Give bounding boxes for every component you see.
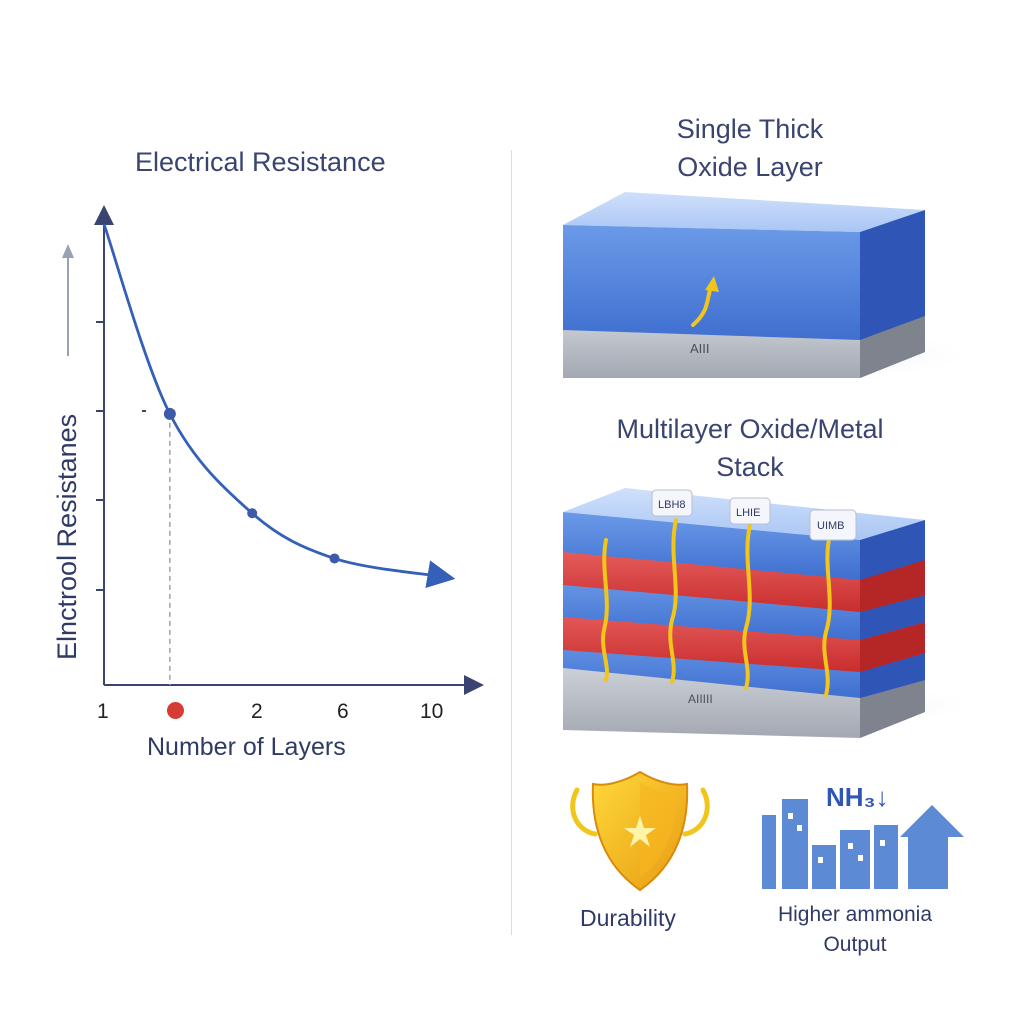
- x-axis-label: Number of Layers: [147, 733, 346, 761]
- section-divider: [511, 150, 512, 935]
- ammonia-output-label: Higher ammonia Output: [777, 903, 933, 956]
- resistance-curve: [102, 223, 456, 589]
- data-point: [247, 508, 258, 519]
- chart-title: Electrical Resistance: [135, 147, 386, 177]
- y-axis-label: Elnctrool Resistanes: [52, 414, 82, 660]
- durability-shield-icon: [570, 770, 710, 892]
- stack-base-label: AIIIII: [688, 692, 713, 706]
- y-ticks: [96, 321, 104, 591]
- nh3-label: NH₃↓: [826, 782, 889, 812]
- svg-text:UIMB: UIMB: [817, 520, 845, 532]
- electron-paths: [601, 518, 832, 697]
- multilayer-title: Multilayer Oxide/Metal Stack: [616, 414, 884, 482]
- durability-label: Durability: [580, 905, 676, 931]
- data-point: [329, 553, 340, 564]
- single-layer-title: Single Thick Oxide Layer: [676, 114, 824, 182]
- y-label-arrow: [62, 244, 74, 356]
- callout-tag: UIMB: [809, 509, 857, 541]
- svg-text:LBH8: LBH8: [658, 499, 686, 511]
- callout-tag: LBH8: [651, 489, 693, 517]
- multilayer-stack: AIIIII LBH8 LHIE UIMB: [563, 488, 985, 738]
- callout-tag: LHIE: [729, 497, 771, 525]
- x-tick-label: 2: [251, 700, 263, 723]
- x-tick-label: 6: [337, 700, 349, 723]
- resistance-chart: Elnctrool Resistanes: [52, 205, 484, 695]
- data-point: [163, 407, 176, 420]
- svg-text:LHIE: LHIE: [736, 507, 760, 519]
- base-plate-label: AIII: [690, 341, 710, 356]
- x-tick-label: 10: [420, 700, 444, 723]
- ammonia-output-icon: [762, 799, 964, 889]
- single-oxide-block: AIII: [563, 192, 980, 381]
- x-highlight-marker: [167, 702, 184, 719]
- x-tick-label: 1: [97, 700, 109, 723]
